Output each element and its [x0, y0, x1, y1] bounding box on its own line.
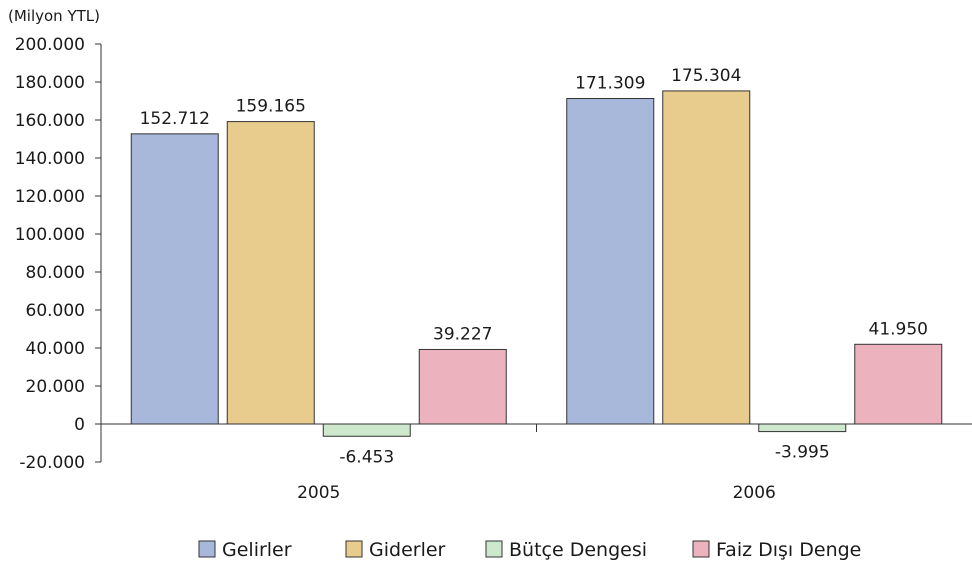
y-tick-label: 160.000 — [15, 111, 85, 131]
legend-label: Giderler — [369, 539, 446, 561]
x-category-label: 2006 — [733, 483, 776, 503]
bar — [854, 343, 943, 425]
data-label: 152.712 — [140, 109, 210, 129]
y-tick-label: 0 — [74, 415, 85, 435]
legend: Gelirler Giderler Bütçe Dengesi Faiz Dışı D… — [198, 539, 861, 561]
y-tick-label: 120.000 — [15, 187, 85, 207]
bar — [758, 423, 847, 433]
bar — [418, 348, 507, 425]
x-axis: 2005 2006 — [101, 423, 972, 503]
data-label: 39.227 — [433, 324, 492, 344]
legend-label: Faiz Dışı Denge — [716, 539, 861, 561]
y-tick-label: 180.000 — [15, 73, 85, 93]
y-tick-label: -20.000 — [19, 453, 85, 473]
data-label: 171.309 — [575, 74, 645, 94]
data-label: 41.950 — [869, 319, 928, 339]
unit-label: (Milyon YTL) — [8, 7, 100, 25]
data-label: 159.165 — [236, 97, 306, 117]
data-label: 175.304 — [671, 66, 741, 86]
legend-label: Bütçe Dengesi — [509, 539, 647, 561]
bar — [322, 423, 411, 437]
legend-swatch — [198, 540, 216, 558]
data-labels: 152.712 159.165 -6.453 39.227 171.309 175.304… — [140, 66, 928, 467]
bars — [130, 90, 943, 437]
y-tick-label: 200.000 — [15, 35, 85, 55]
legend-label: Gelirler — [222, 539, 292, 561]
y-tick-label: 20.000 — [26, 377, 85, 397]
x-category-label: 2005 — [297, 483, 340, 503]
legend-swatch — [345, 540, 363, 558]
y-axis: 200.000 180.000 160.000 140.000 120.000 100.0… — [15, 35, 102, 473]
bar — [662, 90, 751, 425]
bar — [226, 121, 315, 425]
data-label: -3.995 — [775, 443, 830, 463]
y-tick-label: 100.000 — [15, 225, 85, 245]
bar — [566, 98, 655, 425]
y-tick-label: 40.000 — [26, 339, 85, 359]
data-label: -6.453 — [339, 447, 394, 467]
y-tick-label: 80.000 — [26, 263, 85, 283]
y-tick-label: 60.000 — [26, 301, 85, 321]
legend-swatch — [485, 540, 503, 558]
bar — [130, 133, 219, 425]
y-tick-label: 140.000 — [15, 149, 85, 169]
legend-swatch — [692, 540, 710, 558]
